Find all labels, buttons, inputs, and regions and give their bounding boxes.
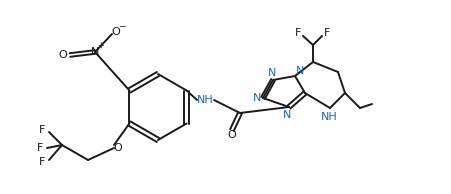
Text: O: O: [111, 27, 120, 37]
Text: N: N: [252, 93, 261, 103]
Text: +: +: [97, 42, 104, 50]
Text: F: F: [39, 157, 45, 167]
Text: N: N: [267, 68, 276, 78]
Text: O: O: [59, 50, 67, 60]
Text: F: F: [323, 28, 330, 38]
Text: N: N: [295, 66, 304, 76]
Text: F: F: [294, 28, 300, 38]
Text: NH: NH: [320, 112, 336, 122]
Text: F: F: [39, 125, 45, 135]
Text: NH: NH: [196, 95, 213, 105]
Text: −: −: [118, 22, 125, 30]
Text: N: N: [91, 47, 99, 57]
Text: F: F: [37, 143, 43, 153]
Text: O: O: [113, 143, 122, 153]
Text: O: O: [227, 130, 236, 140]
Text: N: N: [282, 110, 290, 120]
